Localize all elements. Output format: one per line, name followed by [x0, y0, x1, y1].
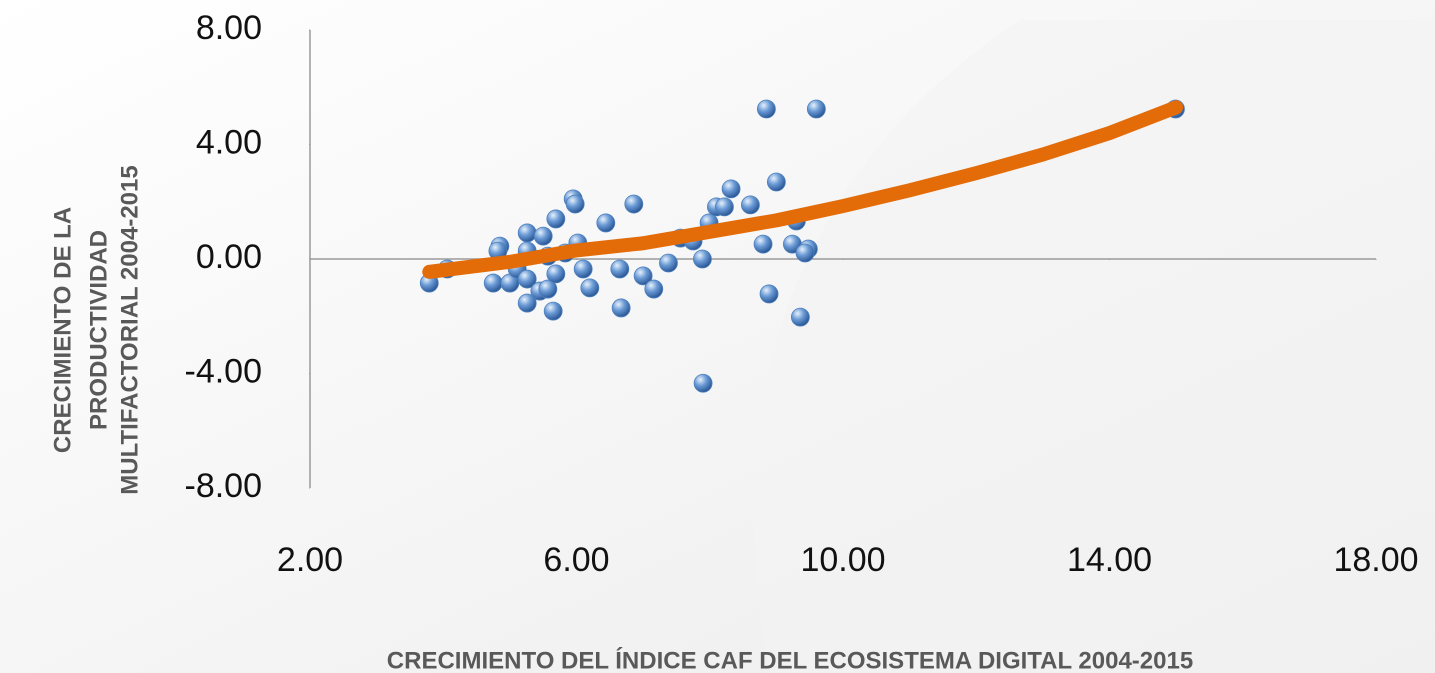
point [517, 269, 537, 289]
point [790, 307, 810, 327]
point [806, 99, 826, 119]
y-tick-label: -4.00 [185, 352, 263, 390]
y-tick-label: 8.00 [196, 9, 262, 47]
x-tick-label: 2.00 [277, 541, 343, 579]
point [756, 99, 776, 119]
point [546, 264, 566, 284]
point [573, 259, 593, 279]
x-tick-label: 18.00 [1333, 541, 1418, 579]
point [759, 284, 779, 304]
point [543, 301, 563, 321]
x-axis-title: CRECIMIENTO DEL ÍNDICE CAF DEL ECOSISTEM… [387, 646, 1193, 673]
point [533, 226, 553, 246]
x-tick-label: 14.00 [1067, 541, 1152, 579]
point [611, 298, 631, 318]
point [721, 179, 741, 199]
point [596, 213, 616, 233]
point [517, 223, 537, 243]
y-axis-title: CRECIMIENTO DE LA PRODUCTIVIDAD MULTIFAC… [49, 165, 143, 494]
point [740, 195, 760, 215]
y-axis-title-line: PRODUCTIVIDAD [85, 230, 112, 430]
x-tick-label: 10.00 [800, 541, 885, 579]
point [610, 259, 630, 279]
point [753, 234, 773, 254]
y-axis-title-line: MULTIFACTORIAL 2004-2015 [116, 165, 143, 494]
point [546, 209, 566, 229]
y-tick-label: -8.00 [185, 467, 263, 505]
y-tick-label: 4.00 [196, 123, 262, 161]
point [483, 273, 503, 293]
point [633, 266, 653, 286]
point [624, 194, 644, 214]
point [693, 373, 713, 393]
y-axis-title-line: CRECIMIENTO DE LA [49, 207, 76, 453]
point [538, 279, 558, 299]
y-tick-label: 0.00 [196, 238, 262, 276]
point [565, 194, 585, 214]
point [644, 279, 664, 299]
trend-line [422, 100, 1184, 279]
x-tick-label: 6.00 [543, 541, 609, 579]
point [693, 249, 712, 269]
point [517, 293, 537, 313]
point [766, 172, 786, 192]
point [795, 243, 815, 263]
point [580, 278, 600, 298]
point [715, 197, 734, 217]
point [659, 253, 678, 273]
